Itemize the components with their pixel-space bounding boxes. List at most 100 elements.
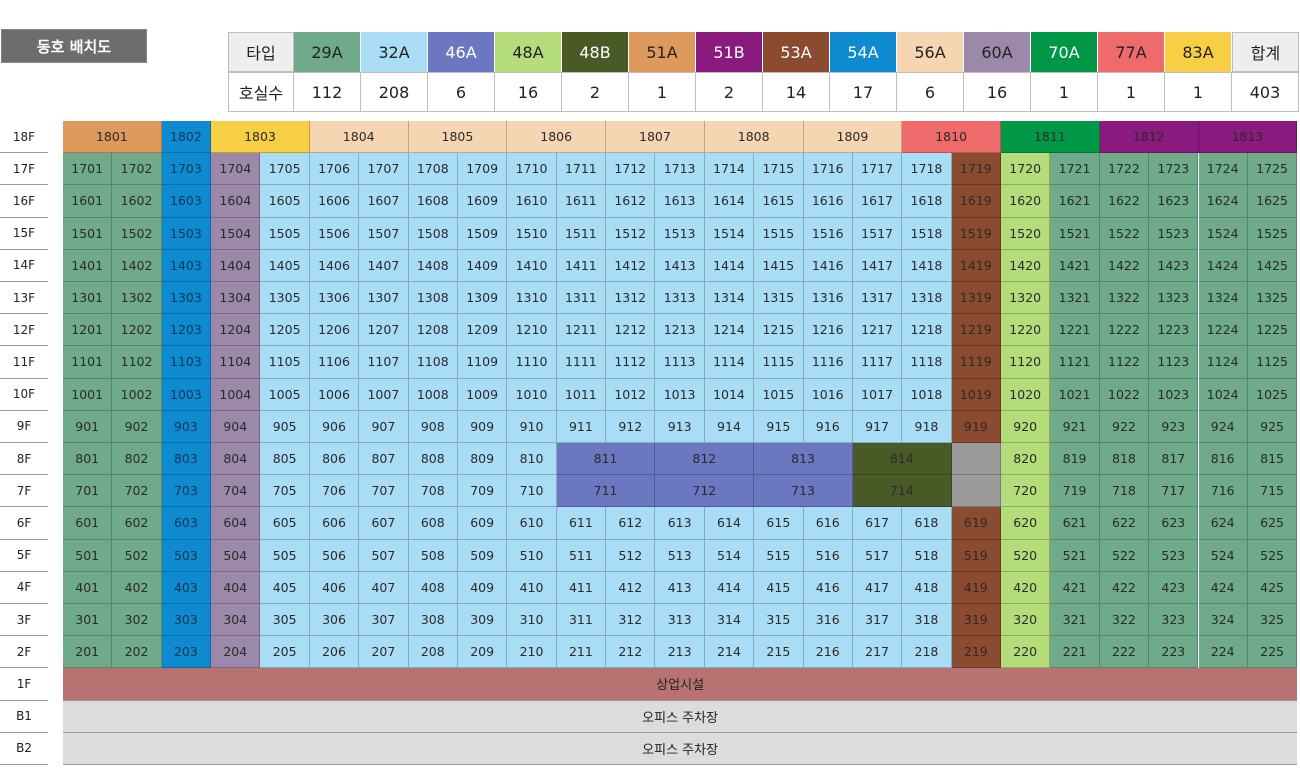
unit-422: 422: [1099, 571, 1150, 604]
unit-420: 420: [1001, 571, 1051, 604]
unit-1025: 1025: [1247, 378, 1298, 411]
unit-206: 206: [309, 636, 360, 669]
unit-617: 617: [852, 507, 903, 540]
unit-1008: 1008: [408, 378, 458, 411]
unit-1625: 1625: [1247, 185, 1298, 218]
legend-type-56A: 56A: [897, 32, 964, 72]
unit-1701: 1701: [63, 153, 113, 186]
unit-1305: 1305: [260, 282, 310, 315]
unit-1103: 1103: [161, 346, 212, 379]
unit-405: 405: [260, 571, 310, 604]
unit-314: 314: [704, 604, 755, 637]
unit-512: 512: [606, 539, 656, 572]
unit-1620: 1620: [1001, 185, 1051, 218]
unit-521: 521: [1050, 539, 1100, 572]
unit-310: 310: [507, 604, 557, 637]
unit-520: 520: [1001, 539, 1051, 572]
unit-713: 713: [754, 475, 853, 508]
unit-905: 905: [260, 410, 310, 443]
unit-1121: 1121: [1050, 346, 1100, 379]
unit-408: 408: [408, 571, 458, 604]
unit-819: 819: [1050, 443, 1100, 476]
legend-count-label: 호실수: [228, 72, 294, 112]
unit-1525: 1525: [1247, 217, 1298, 250]
legend-total-count: 403: [1232, 72, 1299, 112]
unit-1503: 1503: [161, 217, 212, 250]
unit-1713: 1713: [655, 153, 705, 186]
unit-612: 612: [606, 507, 656, 540]
unit-513: 513: [655, 539, 705, 572]
unit-1522: 1522: [1099, 217, 1150, 250]
unit-1109: 1109: [457, 346, 508, 379]
unit-1020: 1020: [1001, 378, 1051, 411]
unit-1021: 1021: [1050, 378, 1100, 411]
unit-218: 218: [902, 636, 952, 669]
unit-1621: 1621: [1050, 185, 1100, 218]
legend-type-83A: 83A: [1165, 32, 1232, 72]
floor-label-10F: 10F: [0, 379, 48, 411]
unit-1115: 1115: [754, 346, 804, 379]
unit-210: 210: [507, 636, 557, 669]
unit-920: 920: [1001, 410, 1051, 443]
unit-1516: 1516: [803, 217, 853, 250]
floor-label-2F: 2F: [0, 636, 48, 669]
unit-1521: 1521: [1050, 217, 1100, 250]
unit-319: 319: [951, 604, 1002, 637]
unit-1519: 1519: [951, 217, 1002, 250]
unit-1524: 1524: [1198, 217, 1248, 250]
unit-510: 510: [507, 539, 557, 572]
unit-1111: 1111: [556, 346, 607, 379]
unit-1022: 1022: [1099, 378, 1150, 411]
unit-1403: 1403: [161, 249, 212, 282]
unit-225: 225: [1247, 636, 1298, 669]
unit-1715: 1715: [754, 153, 804, 186]
unit-1005: 1005: [260, 378, 310, 411]
unit-902: 902: [112, 410, 162, 443]
unit-1518: 1518: [902, 217, 952, 250]
unit-1311: 1311: [556, 282, 607, 315]
floor-label-16F: 16F: [0, 185, 48, 218]
unit-610: 610: [507, 507, 557, 540]
unit-517: 517: [852, 539, 903, 572]
unit-202: 202: [112, 636, 162, 669]
unit-1322: 1322: [1099, 282, 1150, 315]
unit-911: 911: [556, 410, 607, 443]
unit-1517: 1517: [852, 217, 903, 250]
unit-1523: 1523: [1149, 217, 1199, 250]
unit-411: 411: [556, 571, 607, 604]
unit-1217: 1217: [852, 314, 903, 347]
unit-925: 925: [1247, 410, 1298, 443]
unit-303: 303: [161, 604, 212, 637]
unit-908: 908: [408, 410, 458, 443]
unit-709: 709: [457, 475, 508, 508]
unit-309: 309: [457, 604, 508, 637]
unit-1224: 1224: [1198, 314, 1248, 347]
floor-label-B2: B2: [0, 733, 48, 765]
unit-718: 718: [1099, 475, 1150, 508]
unit-1214: 1214: [704, 314, 755, 347]
unit-419: 419: [951, 571, 1002, 604]
unit-516: 516: [803, 539, 853, 572]
legend-count-56A: 6: [897, 72, 964, 112]
unit-1320: 1320: [1001, 282, 1051, 315]
legend-count-53A: 14: [763, 72, 830, 112]
unit-1616: 1616: [803, 185, 853, 218]
unit-1418: 1418: [902, 249, 952, 282]
unit-1413: 1413: [655, 249, 705, 282]
unit-1504: 1504: [211, 217, 261, 250]
legend-count-51A: 1: [629, 72, 696, 112]
unit-625: 625: [1247, 507, 1298, 540]
unit-1712: 1712: [606, 153, 656, 186]
unit-1206: 1206: [309, 314, 360, 347]
unit-719: 719: [1050, 475, 1100, 508]
unit-1220: 1220: [1001, 314, 1051, 347]
unit-1513: 1513: [655, 217, 705, 250]
legend-type-48B: 48B: [562, 32, 629, 72]
unit-1003: 1003: [161, 378, 212, 411]
unit-1406: 1406: [309, 249, 360, 282]
unit-1019: 1019: [951, 378, 1002, 411]
unit-1718: 1718: [902, 153, 952, 186]
unit-910: 910: [507, 410, 557, 443]
unit-1313: 1313: [655, 282, 705, 315]
unit-1411: 1411: [556, 249, 607, 282]
